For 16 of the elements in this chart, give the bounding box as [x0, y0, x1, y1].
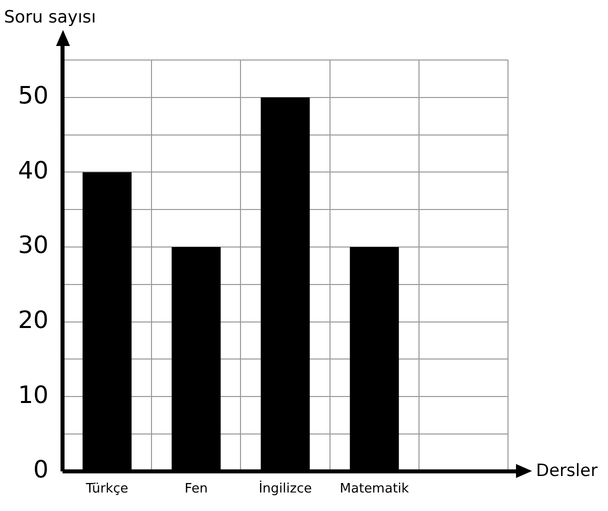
- y-tick-label: 50: [18, 82, 49, 110]
- y-tick-label: 0: [33, 456, 49, 484]
- bar: [260, 97, 310, 471]
- y-axis-title: Soru sayısı: [4, 7, 96, 28]
- x-tick-label: Fen: [184, 482, 208, 497]
- x-tick-label: İngilizce: [258, 480, 312, 497]
- x-axis-title: Dersler: [536, 460, 598, 481]
- bar: [350, 247, 399, 471]
- x-tick-label: Matematik: [340, 482, 410, 497]
- y-tick-label: 20: [18, 306, 49, 334]
- y-tick-label: 40: [18, 156, 49, 184]
- bar: [82, 172, 132, 471]
- bar: [172, 247, 221, 471]
- x-tick-label: Türkçe: [84, 482, 128, 497]
- y-tick-label: 10: [18, 380, 49, 409]
- y-tick-label: 30: [18, 231, 49, 260]
